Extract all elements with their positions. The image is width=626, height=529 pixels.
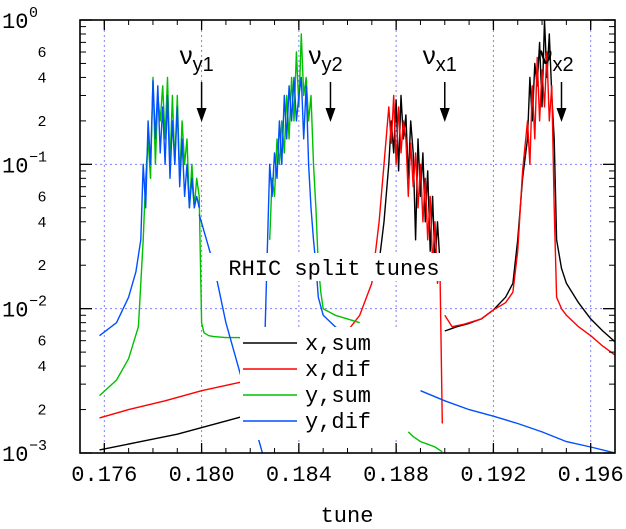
tune-annotations: ν y1 ν y2 ν x1 ν x2 (180, 40, 574, 122)
y-minor-tick-label: 2 (37, 258, 46, 275)
y-tick-base: 10 (2, 443, 28, 468)
x-tick-label: 0.176 (71, 463, 137, 488)
y-tick-exponent: −1 (29, 149, 47, 166)
series-line-x_dif (444, 51, 615, 356)
annotation-arrow-head (556, 108, 567, 122)
x-tick-labels: 0.176 0.180 0.184 0.188 0.192 0.196 (71, 463, 623, 488)
y-minor-tick-label: 4 (37, 70, 46, 87)
x-tick-label: 0.192 (460, 463, 526, 488)
y-minor-tick-label: 4 (37, 359, 46, 376)
annotation-subscript: x1 (436, 54, 457, 76)
x-tick-label: 0.180 (169, 463, 235, 488)
annotation-vx2: ν x2 (540, 40, 574, 122)
y-minor-tick-label: 6 (37, 334, 46, 351)
series-line-x_sum (444, 20, 615, 343)
annotation-symbol: ν (180, 40, 193, 70)
annotation-vy2: ν y2 (308, 40, 343, 122)
chart-title-background (203, 253, 465, 281)
series-line-x_dif (346, 94, 443, 424)
y-minor-tick-label: 6 (37, 189, 46, 206)
x-axis-label: tune (321, 504, 374, 529)
y-tick-exponent: −2 (29, 294, 47, 311)
series-line-y_dif (99, 79, 200, 337)
annotation-arrow-head (325, 108, 336, 122)
x-tick-label: 0.196 (558, 463, 624, 488)
y-tick-base: 10 (2, 10, 28, 35)
series-line-y_sum (198, 196, 251, 340)
annotation-vy1: ν y1 (180, 40, 214, 122)
x-tick-label: 0.188 (363, 463, 429, 488)
series-line-x_sum (99, 413, 251, 451)
series-layer (99, 20, 615, 453)
series-line-y_dif (264, 76, 360, 342)
legend-label-y_sum: y,sum (305, 384, 371, 409)
annotation-subscript: y1 (193, 54, 214, 76)
legend-label-x_dif: x,dif (305, 358, 371, 383)
annotation-vx1: ν x1 (423, 40, 457, 122)
y-major-tick-label: 10 −3 (2, 438, 47, 468)
series-line-x_sum (378, 94, 441, 266)
y-major-tick-label: 10 0 (2, 5, 38, 35)
y-minor-tick-label: 2 (37, 114, 46, 131)
y-major-tick-label: 10 −2 (2, 294, 47, 324)
y-minor-tick-label: 2 (37, 403, 46, 420)
series-x_dif (99, 51, 615, 424)
annotation-arrow-head (439, 108, 450, 122)
y-tick-exponent: −3 (29, 438, 47, 455)
series-x_sum (99, 20, 615, 451)
y-minor-tick-label: 6 (37, 45, 46, 62)
y-minor-tick-label: 4 (37, 215, 46, 232)
series-line-y_sum (269, 33, 360, 324)
annotation-arrow-head (196, 108, 207, 122)
y-major-tick-label: 10 −1 (2, 149, 47, 179)
y-tick-base: 10 (2, 299, 28, 324)
annotation-symbol: ν (308, 40, 321, 70)
annotation-symbol: ν (540, 40, 553, 70)
axis-ticks (80, 19, 615, 454)
annotation-subscript: x2 (553, 54, 574, 76)
legend-label-y_dif: y,dif (305, 410, 371, 435)
y-tick-base: 10 (2, 154, 28, 179)
chart-title: RHIC split tunes (228, 257, 439, 282)
x-tick-label: 0.184 (266, 463, 332, 488)
annotation-subscript: y2 (321, 54, 342, 76)
annotation-symbol: ν (423, 40, 436, 70)
series-line-y_sum (407, 431, 443, 453)
series-line-y_dif (420, 390, 615, 453)
y-tick-exponent: 0 (29, 5, 38, 22)
legend-label-x_sum: x,sum (305, 332, 371, 357)
series-line-x_dif (99, 379, 251, 419)
